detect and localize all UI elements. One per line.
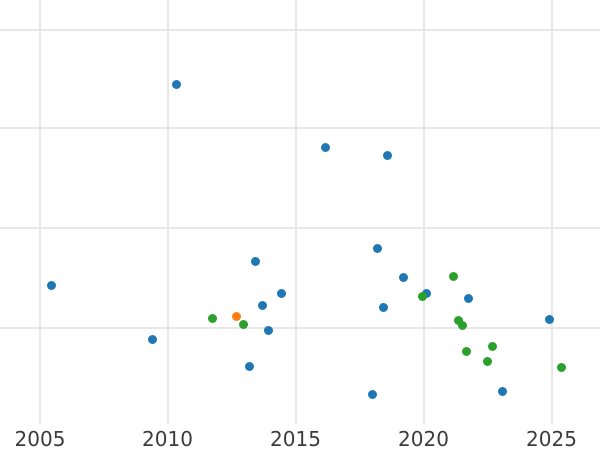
x-tick-label: 2010 xyxy=(142,427,193,450)
data-point-green xyxy=(238,319,248,329)
data-point-green xyxy=(449,271,459,281)
data-point-blue xyxy=(464,293,474,303)
gridline-horizontal xyxy=(0,227,600,230)
x-tick-label: 2020 xyxy=(398,427,449,450)
data-point-green xyxy=(207,314,217,324)
data-point-green xyxy=(557,363,567,372)
gridline-vertical xyxy=(39,0,41,424)
x-tick-label: 2005 xyxy=(14,427,66,450)
data-point-blue xyxy=(147,334,157,344)
gridline-vertical xyxy=(166,0,169,424)
gridline-horizontal xyxy=(0,327,600,330)
data-point-orange xyxy=(231,312,241,322)
data-point-blue xyxy=(245,362,254,371)
data-point-blue xyxy=(378,303,388,313)
data-point-blue xyxy=(382,150,392,160)
gridline-horizontal xyxy=(0,28,600,31)
data-point-blue xyxy=(263,325,273,335)
data-point-blue xyxy=(171,79,181,89)
data-point-blue xyxy=(367,389,377,399)
data-point-green xyxy=(453,316,463,325)
data-point-green xyxy=(461,347,471,357)
data-point-blue xyxy=(46,280,56,290)
gridline-vertical xyxy=(294,0,297,424)
data-point-green xyxy=(457,320,467,330)
data-point-green xyxy=(482,356,492,366)
data-point-blue xyxy=(257,300,267,310)
data-point-blue xyxy=(398,272,408,282)
data-point-blue xyxy=(372,243,382,253)
data-point-green xyxy=(417,292,427,302)
data-point-blue xyxy=(544,314,554,324)
x-tick-label: 2015 xyxy=(270,427,321,450)
data-point-blue xyxy=(250,257,260,267)
data-point-blue xyxy=(497,387,507,397)
data-point-blue xyxy=(321,142,331,152)
x-tick-label: 2025 xyxy=(526,427,577,450)
gridline-horizontal xyxy=(0,127,600,130)
gridline-vertical xyxy=(550,0,553,424)
data-point-green xyxy=(487,342,497,352)
data-point-blue xyxy=(276,289,286,299)
gridline-vertical xyxy=(422,0,425,424)
